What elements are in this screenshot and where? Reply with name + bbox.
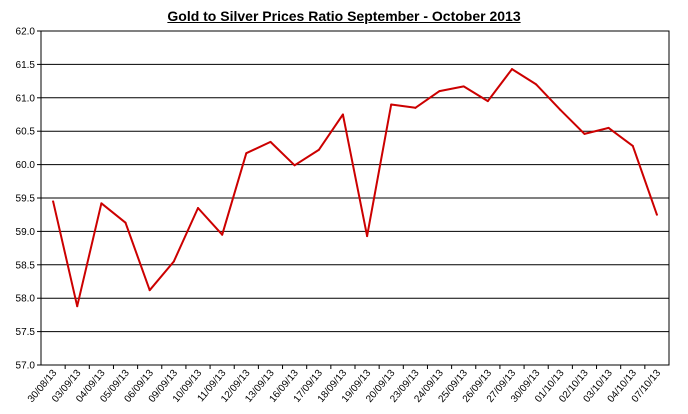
series-line [52,68,658,308]
data-point [76,305,79,308]
y-axis-tick-labels: 57.0 57.5 58.0 58.5 59.0 59.5 60.0 60.5 61.0 61.5… [16,27,41,372]
data-point [535,83,538,86]
data-point [269,140,272,143]
y-tick-label: 59.5 [16,194,36,205]
y-tick-label: 61.0 [16,93,36,104]
data-point [438,90,441,93]
y-tick-label: 62.0 [16,27,36,38]
data-point [341,113,344,116]
data-point [245,152,248,155]
plot-area-frame [40,30,670,366]
y-tick-label: 60.0 [16,160,36,171]
data-point [221,233,224,236]
data-point [511,68,513,71]
y-tick-label: 57.5 [16,327,36,338]
data-point [317,148,320,151]
data-point [366,235,369,238]
data-point [655,213,658,216]
data-point [486,100,489,103]
data-point [559,108,562,111]
data-point [172,260,175,263]
data-point [148,289,151,292]
data-point [462,85,465,88]
data-point [631,144,634,147]
gridlines [41,63,669,333]
series-layer [52,68,658,308]
chart-title: Gold to Silver Prices Ratio September - … [167,8,521,24]
y-tick-label: 60.5 [16,127,36,138]
data-point [100,202,103,205]
data-point [607,126,610,129]
y-tick-label: 57.0 [16,361,36,372]
data-point [124,221,127,224]
data-point [293,164,296,167]
x-axis-tick-labels: 30/08/1303/09/1304/09/1305/09/1306/09/13… [26,365,663,405]
data-point [197,207,199,210]
data-point [390,103,393,106]
y-tick-label: 58.5 [16,260,36,271]
data-point [52,200,55,203]
data-point [583,132,586,135]
data-point [414,106,417,109]
y-tick-label: 61.5 [16,60,36,71]
y-tick-label: 58.0 [16,294,36,305]
y-tick-label: 59.0 [16,227,36,238]
